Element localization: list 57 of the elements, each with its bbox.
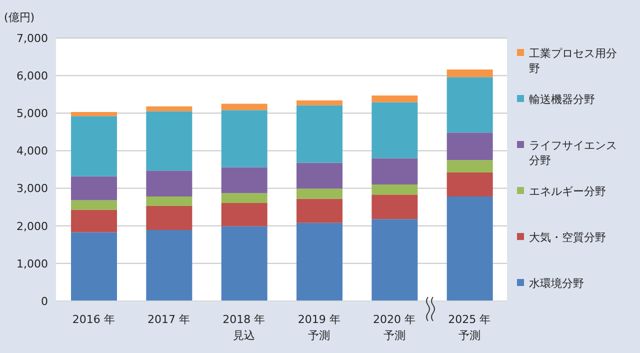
y-tick-label: 3,000 (16, 182, 48, 196)
x-tick-label: 2016 年 (72, 313, 115, 326)
bar (221, 193, 268, 203)
bar (221, 110, 268, 168)
bar (296, 105, 342, 163)
bar (372, 194, 418, 220)
y-tick-label: 4,000 (16, 144, 48, 158)
bar (296, 162, 342, 189)
y-tick-label: 5,000 (16, 107, 48, 120)
y-tick-label: 7,000 (16, 32, 48, 45)
legend-label: 工業プロセス用分野 (529, 46, 618, 76)
bar (146, 170, 192, 197)
bar (296, 100, 342, 106)
legend-label: ライフサイエンス分野 (529, 138, 618, 168)
bar (221, 202, 268, 226)
bar (146, 111, 192, 171)
bar (146, 230, 192, 301)
bar (71, 232, 117, 301)
bar (446, 160, 493, 173)
legend-label: エネルギー分野 (529, 184, 607, 199)
bar (146, 196, 192, 206)
bar (372, 102, 418, 158)
bar (446, 172, 493, 197)
x-tick-label: 2025 年予測 (448, 313, 491, 342)
bar (221, 226, 268, 301)
x-tick-label: 2017 年 (148, 313, 190, 326)
bar (446, 77, 493, 133)
bar (372, 95, 418, 102)
bar (446, 70, 493, 78)
x-tick-label: 2019 年予測 (298, 313, 340, 342)
bar (372, 184, 418, 195)
bar (296, 188, 342, 199)
bar (71, 176, 117, 200)
bar (372, 219, 418, 301)
bar (146, 206, 192, 230)
legend-label: 大気・空質分野 (529, 230, 607, 245)
bar (296, 198, 342, 223)
y-tick-label: 6,000 (16, 69, 48, 82)
bar (71, 210, 117, 232)
bar (71, 200, 117, 210)
bar (296, 222, 342, 301)
y-tick-label: 0 (41, 294, 48, 308)
bar (446, 132, 493, 160)
legend-label: 輸送機器分野 (529, 92, 596, 107)
bar (146, 106, 192, 112)
bar (71, 116, 117, 176)
bar (446, 196, 493, 301)
y-tick-label: 1,000 (16, 257, 48, 270)
x-tick-label: 2018 年見込 (222, 313, 266, 342)
y-axis-title: (億円) (4, 10, 35, 25)
bar (221, 104, 268, 110)
bar (372, 158, 418, 185)
x-tick-label: 2020 年予測 (373, 313, 416, 342)
legend-label: 水環境分野 (529, 276, 585, 291)
bar (71, 112, 117, 116)
bar (221, 167, 268, 194)
y-tick-label: 2,000 (16, 220, 48, 233)
